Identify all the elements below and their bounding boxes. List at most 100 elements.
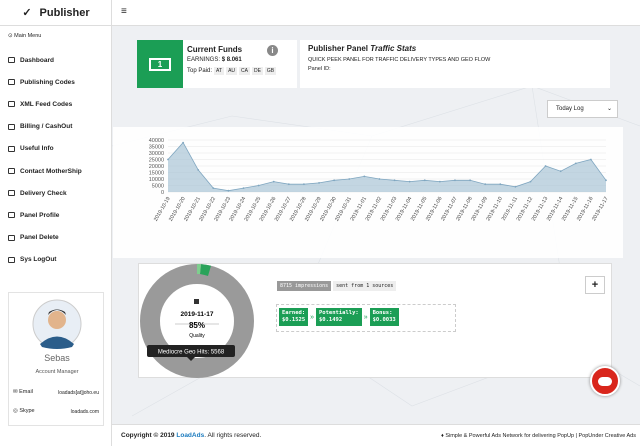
menu-icon xyxy=(8,57,15,64)
quality-value: 85% xyxy=(189,321,205,330)
menu-item[interactable]: Publishing Codes xyxy=(0,71,111,93)
menu-item[interactable]: Delivery Check xyxy=(0,182,111,204)
point xyxy=(182,141,185,144)
menu-icon xyxy=(8,190,15,197)
info-icon[interactable]: i xyxy=(267,45,278,56)
y-tick-label: 40000 xyxy=(149,138,164,144)
y-tick-label: 0 xyxy=(161,190,164,196)
menu: Dashboard Publishing Codes XML Feed Codes B… xyxy=(0,49,111,271)
skype-label: ◎ Skype xyxy=(13,408,35,414)
panel-title-italic: Traffic Stats xyxy=(370,44,417,53)
country-tag: CA xyxy=(239,67,250,75)
profile-name: Sebas xyxy=(44,353,70,363)
rights: . All rights reserved. xyxy=(204,432,262,439)
menu-icon xyxy=(8,123,15,130)
point xyxy=(559,170,562,173)
y-tick-label: 30000 xyxy=(149,151,164,157)
point xyxy=(529,180,532,183)
panel-title-text: Publisher Panel xyxy=(308,44,369,53)
point xyxy=(363,175,366,178)
hamburger[interactable]: ≡ xyxy=(121,6,127,17)
country-tag: DE xyxy=(251,67,263,75)
menu-header-text: Main Menu xyxy=(14,33,42,39)
point xyxy=(348,178,351,180)
point xyxy=(469,179,471,182)
tooltip: Mediocre Geo Hits: 5568 xyxy=(158,350,225,356)
menu-icon xyxy=(8,234,15,241)
sidebar: ✓ Publisher ⊙ Main Menu Dashboard Publishi… xyxy=(0,0,112,446)
menu-item[interactable]: Billing / CashOut xyxy=(0,116,111,138)
menu-item[interactable]: Useful Info xyxy=(0,138,111,160)
menu-label: Useful Info xyxy=(20,145,54,153)
point xyxy=(544,165,547,167)
menu-item[interactable]: XML Feed Codes xyxy=(0,93,111,115)
y-tick-label: 10000 xyxy=(149,177,164,183)
line xyxy=(167,141,607,192)
y-tick-label: 25000 xyxy=(149,158,164,164)
point xyxy=(378,178,381,180)
point xyxy=(257,184,260,187)
y-tick-label: 15000 xyxy=(149,171,164,177)
menu-label: Publishing Codes xyxy=(20,78,75,86)
menu-header: ⊙ Main Menu xyxy=(8,33,42,39)
funds-title: Current Funds xyxy=(187,45,243,54)
earnings-label: EARNINGS: xyxy=(187,57,221,63)
email: loadads[at]joho.eu xyxy=(58,390,99,396)
add-button[interactable]: + xyxy=(585,276,605,294)
publisher-panel: Publisher Panel Traffic Stats QUICK PEEK… xyxy=(300,40,610,88)
point xyxy=(438,180,441,183)
email-label: ✉ Email xyxy=(13,389,33,395)
badges: 8715 impressions sent from 1 sources xyxy=(277,281,397,291)
point xyxy=(318,182,320,184)
email-label-text: Email xyxy=(19,389,33,395)
earned-label: Earned: xyxy=(282,310,306,316)
potentially-value: $0.1492 xyxy=(319,317,343,323)
point xyxy=(197,169,200,171)
menu-icon xyxy=(8,145,15,152)
funds-panel: 1 Current Funds EARNINGS: $ 8.061 Top Pa… xyxy=(137,40,297,88)
menu-item[interactable]: Sys LogOut xyxy=(0,249,111,271)
dropdown[interactable]: Today Log ⌄ xyxy=(547,100,618,118)
brand: Publisher xyxy=(39,6,90,19)
logo[interactable]: ✓ Publisher xyxy=(0,0,112,26)
point xyxy=(333,179,336,182)
menu-item[interactable]: Contact MotherShip xyxy=(0,160,111,182)
copyright: Copyright © 2019 LoadAds. All rights res… xyxy=(121,432,261,439)
country-tag: AU xyxy=(226,67,238,75)
impressions: 8715 impressions xyxy=(277,281,332,291)
tagline-text: Simple & Powerful Ads Network for delive… xyxy=(445,433,636,439)
profile-card: Sebas Account Manager ✉ Email loadads[at… xyxy=(8,292,104,426)
menu-label: Sys LogOut xyxy=(20,256,57,264)
menu-icon xyxy=(8,168,15,175)
menu-icon xyxy=(8,101,15,108)
point xyxy=(589,158,592,161)
point xyxy=(484,183,487,186)
menu-icon xyxy=(8,79,15,86)
menu-label: Contact MotherShip xyxy=(20,167,82,175)
topbar: ≡ xyxy=(112,0,640,26)
profile-role: Account Manager xyxy=(35,369,79,375)
skype-label-text: Skype xyxy=(19,408,35,414)
menu-label: Delivery Check xyxy=(20,189,67,197)
bonus-label: Bonus: xyxy=(372,310,393,316)
earnings: EARNINGS: $ 8.061 xyxy=(187,57,242,63)
point xyxy=(272,180,275,183)
menu-item[interactable]: Panel Delete xyxy=(0,227,111,249)
earnings-row: Earned: $0.1525 » Potentially: $0.1492 » B… xyxy=(276,304,456,332)
point xyxy=(287,183,290,186)
tagline: ♦ Simple & Powerful Ads Network for deli… xyxy=(440,433,636,439)
skype: loadads.com xyxy=(70,409,99,415)
y-tick-label: 35000 xyxy=(149,145,164,151)
sources: sent from 1 sources xyxy=(333,281,397,291)
potentially-label: Potentially: xyxy=(319,310,359,316)
point xyxy=(393,179,396,182)
menu-item[interactable]: Dashboard xyxy=(0,49,111,71)
chat-button[interactable] xyxy=(590,366,620,396)
country-tag: AT xyxy=(214,67,225,75)
country-tag: GB xyxy=(264,67,277,75)
quality-label: Quality xyxy=(189,333,205,339)
menu-icon xyxy=(8,256,15,263)
panel-title: Publisher Panel Traffic Stats xyxy=(308,44,602,53)
menu-item[interactable]: Panel Profile xyxy=(0,204,111,226)
donut: 2019-11-17 85% Quality Mediocre Geo Hits… xyxy=(140,264,254,378)
